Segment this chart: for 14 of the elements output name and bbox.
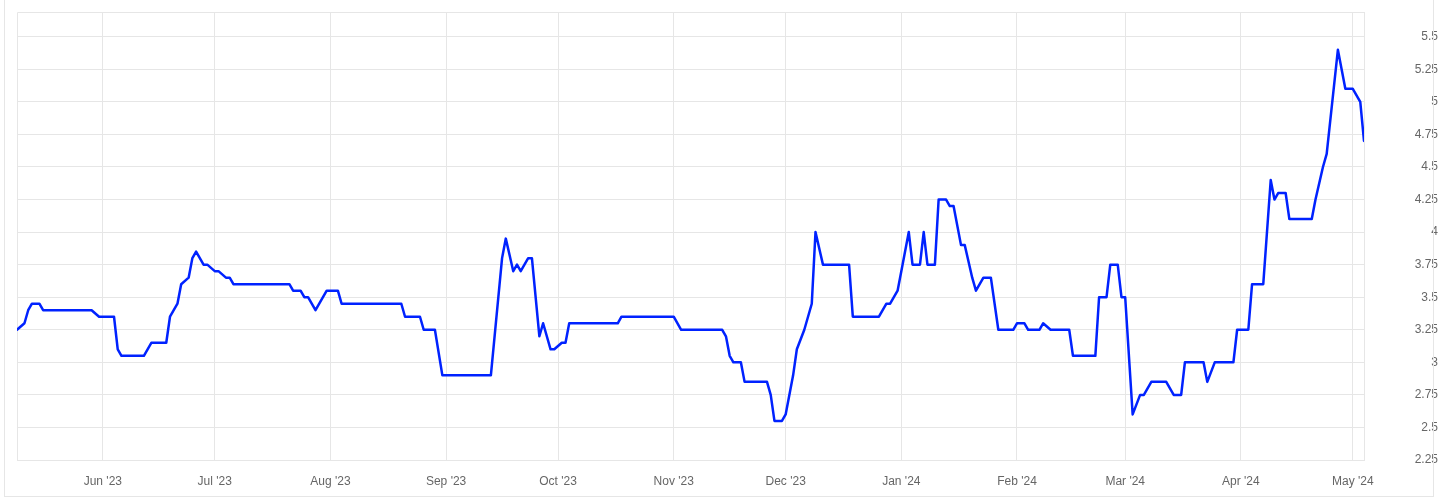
x-tick-label: Oct '23 (539, 473, 578, 488)
x-tick-label: Feb '24 (997, 473, 1038, 488)
x-tick-label: Aug '23 (310, 473, 351, 488)
x-tick-label: Dec '23 (765, 473, 807, 488)
x-tick-label: Jul '23 (197, 473, 233, 488)
x-tick-label: Mar '24 (1105, 473, 1146, 488)
x-tick-label: Jan '24 (882, 473, 921, 488)
x-tick-label: Nov '23 (653, 473, 695, 488)
x-tick-label: May '24 (1331, 473, 1374, 488)
y-tick-label: 5.25 (1414, 61, 1438, 76)
y-tick-label: 3.25 (1414, 322, 1438, 337)
x-tick-label: Jun '23 (83, 473, 123, 488)
x-tick-label: Apr '24 (1222, 473, 1261, 488)
x-tick-label: Sep '23 (425, 473, 467, 488)
